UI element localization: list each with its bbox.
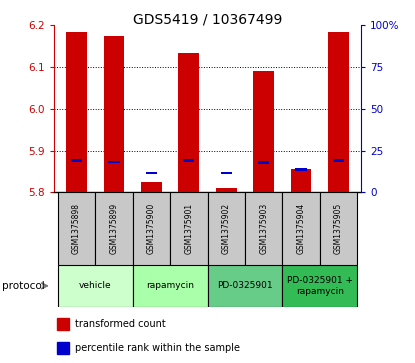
Bar <box>57 342 69 354</box>
Bar <box>291 170 311 192</box>
Bar <box>328 32 349 192</box>
Bar <box>220 172 232 175</box>
Bar <box>141 182 161 192</box>
Bar <box>282 265 357 307</box>
Bar <box>133 265 208 307</box>
Bar <box>133 192 170 265</box>
Bar <box>95 192 133 265</box>
Text: PD-0325901: PD-0325901 <box>217 281 273 290</box>
Bar <box>170 192 208 265</box>
Text: GSM1375901: GSM1375901 <box>184 203 193 254</box>
Bar <box>216 188 237 192</box>
Bar <box>108 161 120 163</box>
Bar <box>66 32 87 192</box>
Bar <box>320 192 357 265</box>
Text: GSM1375898: GSM1375898 <box>72 203 81 254</box>
Text: protocol: protocol <box>2 281 45 291</box>
Text: rapamycin: rapamycin <box>146 281 194 290</box>
Bar <box>71 159 82 162</box>
Text: percentile rank within the sample: percentile rank within the sample <box>76 343 240 352</box>
Text: GDS5419 / 10367499: GDS5419 / 10367499 <box>133 13 282 27</box>
Bar <box>282 192 320 265</box>
Text: GSM1375905: GSM1375905 <box>334 203 343 254</box>
Text: GSM1375899: GSM1375899 <box>110 203 118 254</box>
Bar <box>178 53 199 192</box>
Text: transformed count: transformed count <box>76 319 166 329</box>
Bar <box>208 192 245 265</box>
Bar <box>295 168 307 171</box>
Bar <box>245 192 282 265</box>
Bar <box>208 265 282 307</box>
Bar <box>146 171 157 174</box>
Bar <box>57 318 69 330</box>
Bar <box>254 71 274 192</box>
Text: PD-0325901 +
rapamycin: PD-0325901 + rapamycin <box>287 276 353 295</box>
Bar <box>58 265 133 307</box>
Bar <box>183 159 195 162</box>
Text: vehicle: vehicle <box>79 281 112 290</box>
Text: GSM1375902: GSM1375902 <box>222 203 231 254</box>
Text: GSM1375904: GSM1375904 <box>297 203 305 254</box>
Bar <box>104 36 124 192</box>
Bar <box>258 161 269 164</box>
Text: GSM1375900: GSM1375900 <box>147 203 156 254</box>
Text: GSM1375903: GSM1375903 <box>259 203 268 254</box>
Bar <box>58 192 95 265</box>
Bar <box>333 159 344 162</box>
